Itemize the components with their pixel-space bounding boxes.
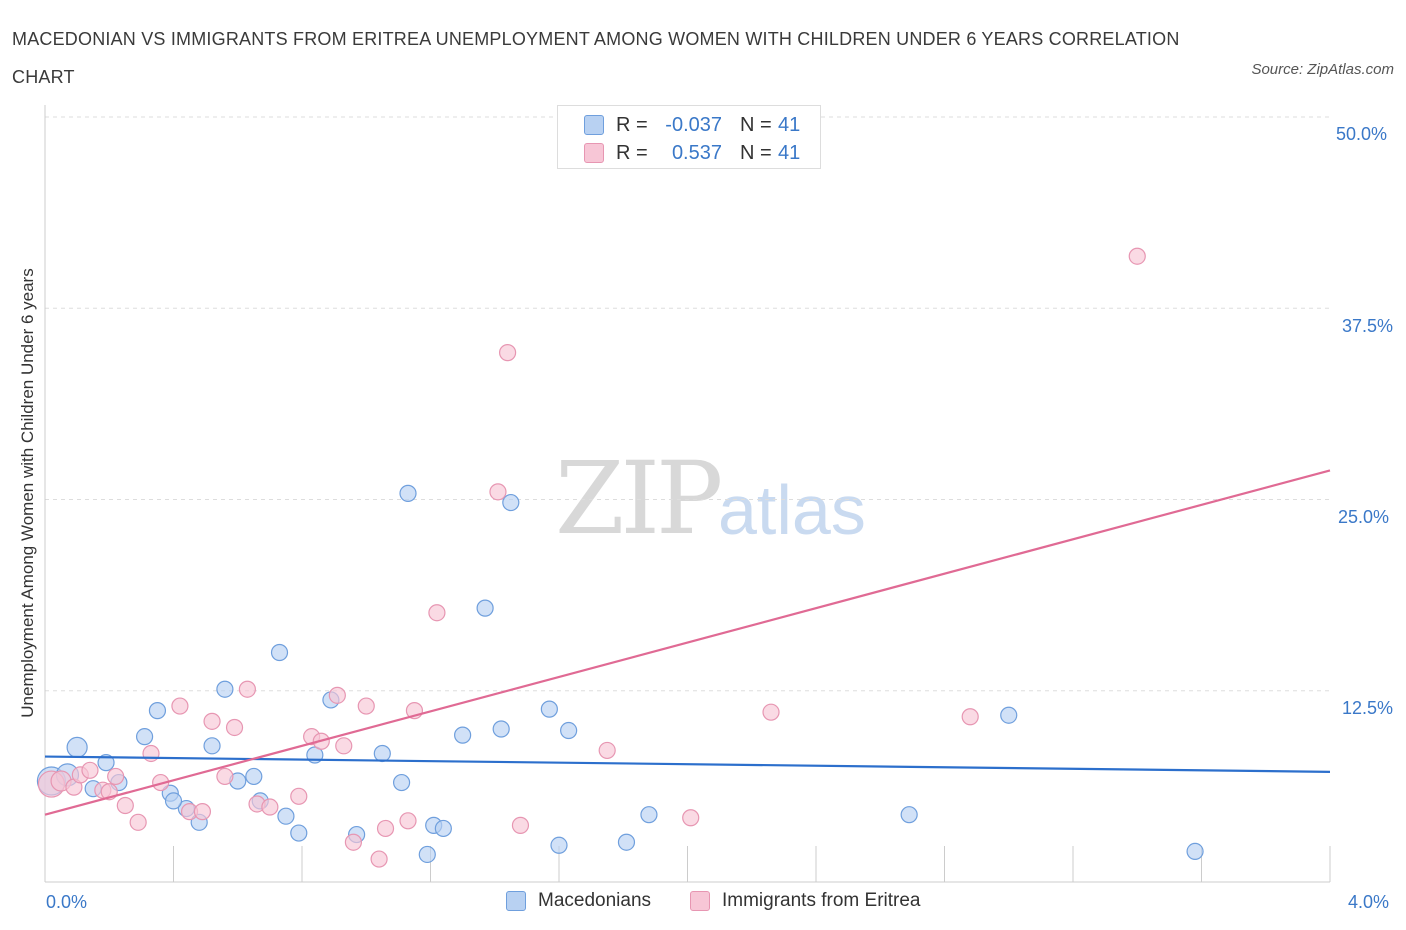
eritrea-swatch [584, 143, 604, 163]
stats-row-macedonians: R = -0.037 N = 41 [584, 113, 800, 137]
n-value: 41 [778, 113, 801, 136]
macedonian-trend-line [44, 755, 1331, 773]
macedonian-point-28 [454, 726, 472, 744]
eritrea-point-15 [216, 767, 234, 786]
macedonian-point-34 [560, 721, 578, 740]
macedonian-point-11 [203, 737, 221, 755]
macedonian-point-12 [216, 680, 234, 698]
eritrea-point-35 [598, 741, 616, 760]
macedonian-point-17 [277, 807, 295, 825]
macedonian-point-32 [540, 700, 558, 718]
eritrea-point-32 [489, 483, 507, 501]
eritrea-point-19 [261, 798, 279, 816]
macedonian-point-31 [502, 493, 520, 512]
r-value: -0.037 [665, 113, 722, 136]
eritrea-point-34 [511, 816, 530, 834]
y-tick-25: 25.0% [1338, 507, 1390, 527]
stats-legend: R = -0.037 N = 41 R = 0.537 N = 41 [557, 105, 821, 169]
macedonian-point-29 [476, 599, 494, 617]
macedonian-point-37 [900, 806, 918, 824]
macedonian-point-16 [270, 643, 289, 662]
watermark-atlas: atlas [718, 471, 866, 549]
macedonian-point-25 [418, 845, 436, 864]
eritrea-point-23 [328, 686, 346, 704]
macedonian-point-23 [392, 773, 411, 792]
y-tick-50: 50.0% [1336, 124, 1388, 144]
macedonian-point-2 [66, 736, 88, 758]
source-label: Source: ZipAtlas.com [1251, 61, 1394, 78]
eritrea-point-36 [682, 809, 700, 827]
macedonian-point-7 [148, 702, 167, 720]
r-label: R = [616, 141, 648, 164]
macedonian-point-35 [617, 833, 636, 851]
eritrea-point-37 [762, 703, 780, 721]
watermark-zip: ZIP [555, 440, 723, 557]
eritrea-point-38 [961, 708, 979, 726]
macedonians-swatch [584, 115, 604, 135]
macedonian-point-18 [290, 824, 308, 842]
y-tick-37-5: 37.5% [1342, 316, 1394, 336]
eritrea-point-20 [290, 787, 308, 805]
chart-title: MACEDONIAN VS IMMIGRANTS FROM ERITREA UN… [12, 29, 1180, 87]
macedonian-point-4 [97, 754, 115, 772]
legend-label-eritrea: Immigrants from Eritrea [722, 890, 921, 911]
eritrea-point-11 [171, 697, 189, 715]
legend-item-eritrea: Immigrants from Eritrea [690, 890, 920, 912]
eritrea-point-24 [335, 737, 353, 755]
macedonian-point-38 [1000, 706, 1018, 724]
r-value: 0.537 [671, 141, 722, 164]
x-tick-max: 4.0% [1348, 892, 1390, 912]
macedonian-point-14 [245, 767, 263, 786]
macedonian-point-27 [434, 819, 452, 838]
x-tick-min: 0.0% [46, 892, 88, 912]
eritrea-point-9 [142, 744, 160, 763]
eritrea-point-14 [203, 712, 221, 730]
eritrea-legend-swatch [690, 891, 710, 911]
eritrea-point-8 [129, 813, 147, 831]
macedonian-point-30 [492, 720, 510, 738]
eritrea-point-28 [376, 819, 395, 838]
y-tick-12-5: 12.5% [1342, 698, 1394, 718]
eritrea-point-27 [370, 850, 388, 868]
macedonian-point-36 [640, 806, 658, 824]
eritrea-point-26 [357, 697, 375, 715]
stats-row-eritrea: R = 0.537 N = 41 [584, 141, 800, 165]
macedonian-point-6 [135, 728, 154, 746]
eritrea-point-13 [193, 803, 212, 821]
eritrea-point-25 [344, 833, 362, 851]
eritrea-point-31 [428, 604, 446, 622]
eritrea-point-16 [225, 718, 244, 737]
eritrea-point-39 [1128, 247, 1146, 265]
eritrea-point-6 [107, 767, 125, 786]
n-label: N = [740, 113, 772, 136]
eritrea-point-30 [399, 812, 417, 830]
r-label: R = [616, 113, 648, 136]
macedonians-legend-swatch [506, 891, 526, 911]
macedonian-point-22 [373, 744, 391, 763]
eritrea-point-33 [499, 344, 517, 362]
eritrea-trend-line [44, 469, 1331, 816]
macedonian-point-33 [550, 836, 568, 854]
eritrea-point-17 [238, 680, 256, 698]
n-value: 41 [778, 141, 801, 164]
macedonian-point-39 [1186, 842, 1204, 861]
macedonian-point-24 [399, 484, 417, 502]
macedonian-point-40 [164, 792, 183, 810]
legend-item-macedonians: Macedonians [506, 890, 651, 912]
eritrea-point-4 [81, 761, 99, 779]
n-label: N = [740, 141, 772, 164]
eritrea-point-7 [116, 796, 134, 815]
legend-label-macedonians: Macedonians [538, 890, 652, 911]
